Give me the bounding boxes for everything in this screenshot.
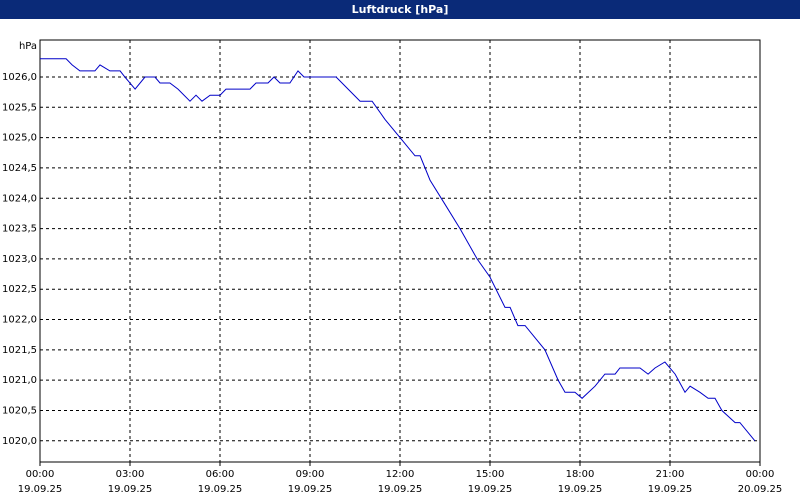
x-tick-date: 19.09.25 bbox=[198, 484, 243, 495]
x-tick-label: 15:00 bbox=[476, 469, 505, 480]
chart: hPa 1020,0 1020,5 1021,0 1021,5 1022,0 1022,5 1… bbox=[2, 39, 783, 495]
window-title: Luftdruck [hPa] bbox=[0, 0, 800, 19]
y-tick-label: 1024,5 bbox=[2, 163, 37, 174]
x-tick-label: 00:00 bbox=[26, 469, 55, 480]
y-tick-label: 1023,0 bbox=[2, 254, 37, 265]
x-tick-label: 18:00 bbox=[566, 469, 595, 480]
x-tick-date: 20.09.25 bbox=[738, 484, 783, 495]
x-tick-date: 19.09.25 bbox=[108, 484, 153, 495]
y-tick-label: 1025,0 bbox=[2, 133, 37, 144]
x-tick-label: 21:00 bbox=[656, 469, 685, 480]
data-line bbox=[40, 58, 756, 442]
y-tick-label: 1025,5 bbox=[2, 102, 37, 113]
x-tick-date: 19.09.25 bbox=[558, 484, 603, 495]
x-tick-label: 12:00 bbox=[386, 469, 415, 480]
x-tick-date: 19.09.25 bbox=[18, 484, 63, 495]
x-tick-date: 19.09.25 bbox=[378, 484, 423, 495]
x-tick-date: 19.09.25 bbox=[648, 484, 693, 495]
y-tick-label: 1021,5 bbox=[2, 345, 37, 356]
y-tick-label: 1020,5 bbox=[2, 405, 37, 416]
y-tick-label: 1022,5 bbox=[2, 284, 37, 295]
y-tick-label: 1022,0 bbox=[2, 315, 37, 326]
x-tick-date: 19.09.25 bbox=[288, 484, 333, 495]
x-tick-date: 19.09.25 bbox=[468, 484, 513, 495]
y-tick-label: 1026,0 bbox=[2, 72, 37, 83]
x-tick-label: 09:00 bbox=[296, 469, 325, 480]
y-tick-label: 1020,0 bbox=[2, 436, 37, 447]
y-tick-label: 1024,0 bbox=[2, 193, 37, 204]
x-tick-label: 00:00 bbox=[746, 469, 775, 480]
y-tick-label: 1023,5 bbox=[2, 224, 37, 235]
y-tick-label: 1021,0 bbox=[2, 375, 37, 386]
x-tick-label: 03:00 bbox=[116, 469, 145, 480]
x-tick-label: 06:00 bbox=[206, 469, 235, 480]
y-unit: hPa bbox=[19, 41, 37, 52]
